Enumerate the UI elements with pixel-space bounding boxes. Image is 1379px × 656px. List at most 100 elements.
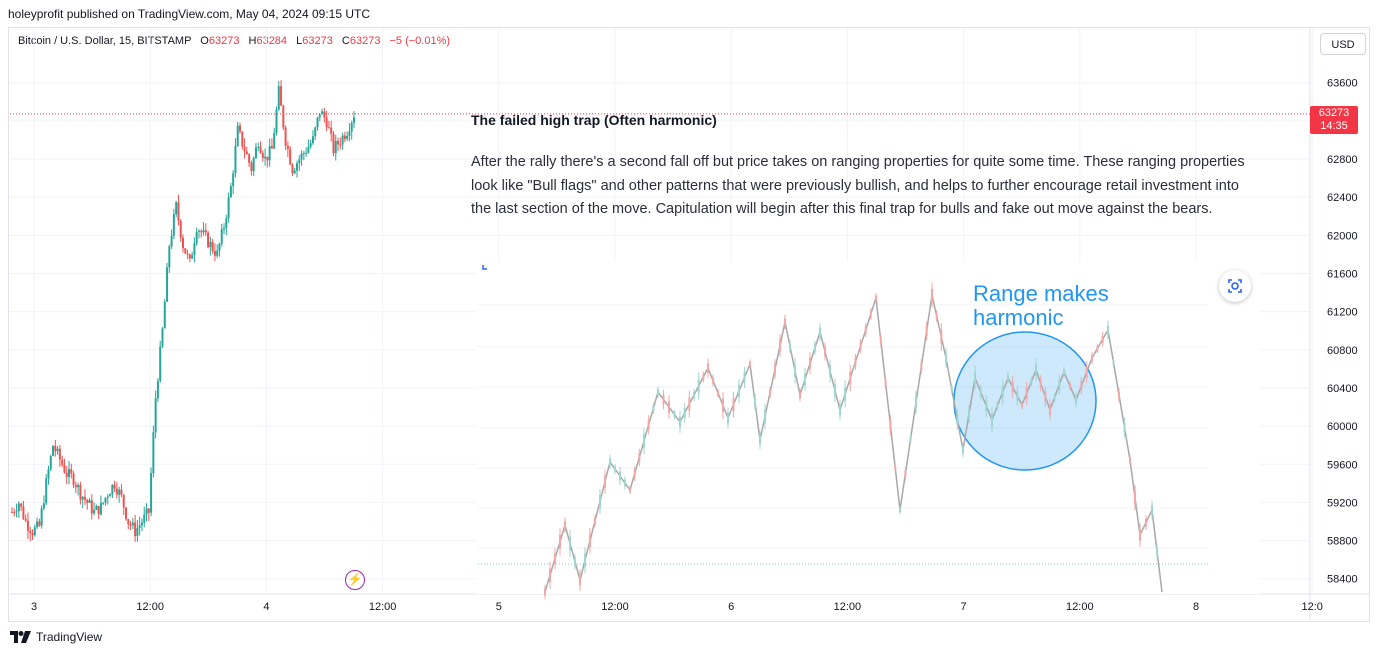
candle	[70, 463, 73, 479]
candle	[168, 244, 171, 273]
embedded-candle	[889, 414, 892, 436]
embedded-candle-body	[1151, 505, 1153, 515]
price-tick-label: 62800	[1327, 154, 1358, 166]
embedded-candle	[899, 505, 901, 515]
embedded-candle	[759, 430, 761, 450]
embedded-candle	[604, 469, 606, 494]
candle-body	[61, 459, 64, 465]
change-value: −5 (−0.01%)	[389, 35, 451, 47]
candle-body	[83, 496, 86, 500]
embedded-candle-body	[1101, 335, 1104, 343]
candle	[36, 517, 39, 530]
embedded-candle-body	[679, 416, 681, 428]
candle	[293, 167, 296, 175]
candle	[296, 160, 298, 178]
candle	[17, 501, 20, 518]
embedded-candle-body	[1063, 369, 1065, 375]
price-tick-label: 61200	[1327, 307, 1358, 319]
candle-body	[277, 86, 280, 110]
candle	[134, 514, 137, 542]
candle-body	[227, 197, 230, 219]
embedded-candle	[904, 467, 907, 481]
candle	[204, 223, 207, 237]
embedded-candle-body	[839, 404, 841, 416]
embedded-candle-body	[1118, 391, 1120, 399]
embedded-candle-body	[935, 313, 938, 319]
candle-body	[275, 109, 278, 133]
embedded-candle-body	[638, 453, 641, 462]
embedded-candle-body	[614, 466, 616, 472]
candle-body	[220, 229, 223, 244]
embedded-candle	[884, 376, 887, 390]
currency-button[interactable]: USD	[1320, 33, 1366, 55]
last-price-countdown: 14:35	[1320, 120, 1348, 132]
screenshot-camera-icon[interactable]	[1219, 270, 1251, 302]
embedded-candle	[722, 391, 724, 420]
candle	[227, 192, 230, 223]
candle	[136, 520, 139, 542]
embedded-candle-body	[824, 347, 826, 356]
candle	[38, 518, 41, 527]
embedded-candle-body	[688, 397, 691, 411]
embedded-candle	[854, 353, 857, 371]
candles	[11, 80, 355, 542]
footer: TradingView	[10, 630, 102, 644]
embedded-candle	[1021, 400, 1023, 410]
embedded-candle-body	[1030, 379, 1033, 384]
candle-body	[250, 162, 253, 172]
embedded-candle-body	[779, 339, 781, 352]
candle	[259, 141, 262, 154]
embedded-candle	[569, 529, 571, 557]
candle-body	[209, 241, 212, 248]
candle	[159, 340, 162, 383]
embedded-candle	[584, 547, 586, 574]
candle	[93, 502, 96, 516]
embedded-candle	[774, 359, 776, 380]
note-title: The failed high trap (Often harmonic)	[471, 112, 717, 128]
embedded-candle-body	[1129, 457, 1131, 463]
candle	[106, 493, 109, 505]
candle-body	[296, 163, 298, 171]
candle-body	[261, 152, 264, 159]
embedded-candle	[1053, 392, 1056, 403]
candle	[330, 120, 333, 142]
embedded-candle-body	[849, 371, 852, 385]
symbol-name[interactable]: Bitcoin / U.S. Dollar, 15, BITSTAMP	[18, 35, 192, 47]
embedded-candle	[909, 434, 912, 443]
candle	[268, 138, 271, 167]
candle-body	[29, 530, 32, 533]
candle	[266, 156, 269, 168]
candle-body	[97, 505, 100, 515]
embedded-candle	[679, 411, 681, 433]
candle	[58, 444, 61, 467]
candle	[31, 529, 34, 540]
candle-body	[286, 145, 289, 150]
candle	[54, 440, 57, 457]
candle	[95, 504, 98, 511]
embedded-candle-body	[1091, 354, 1093, 362]
embedded-candle-body	[629, 487, 631, 493]
candle	[321, 108, 324, 115]
candle-body	[300, 153, 303, 160]
candle-body	[245, 151, 248, 155]
embedded-candle-body	[1112, 359, 1115, 366]
candle	[65, 465, 68, 485]
embedded-candle	[779, 334, 781, 357]
note-body: After the rally there's a second fall of…	[471, 154, 1245, 217]
candle	[154, 390, 157, 439]
candle-body	[195, 232, 198, 244]
candle	[195, 227, 198, 246]
candle	[307, 139, 310, 154]
embedded-candle	[544, 584, 546, 600]
candle-body	[348, 131, 351, 136]
candle	[277, 81, 280, 111]
candle	[163, 299, 166, 329]
candle-body	[74, 484, 77, 488]
lightning-icon[interactable]: ⚡	[345, 570, 365, 590]
embedded-candle	[789, 339, 791, 353]
embedded-candle-body	[643, 434, 645, 448]
embedded-candle-body	[1085, 366, 1088, 378]
candle-body	[52, 445, 55, 456]
embedded-candle-body	[789, 343, 791, 350]
